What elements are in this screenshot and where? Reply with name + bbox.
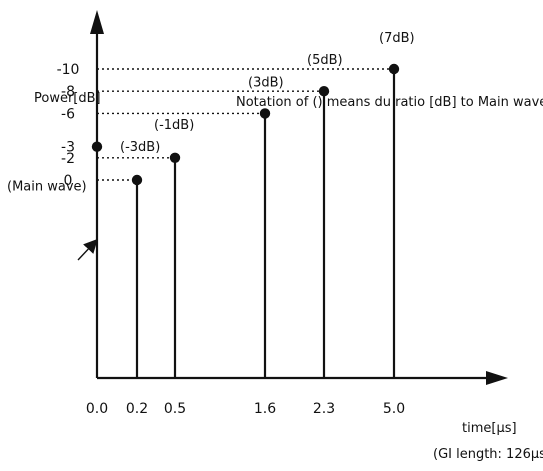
y-tick-label: -6	[61, 106, 75, 122]
data-point	[388, 63, 400, 75]
data-point	[259, 108, 271, 119]
y-axis-label: Power[dB]	[34, 91, 101, 106]
x-tick-label: 2.3	[313, 401, 335, 417]
x-tick-label: 1.6	[254, 401, 276, 417]
y-axis-arrow	[90, 10, 104, 34]
gi-length-note: (GI length: 126μs)	[433, 447, 543, 462]
ratio-label: (-1dB)	[154, 118, 194, 133]
x-tick-label: 0.0	[86, 401, 108, 417]
y-tick-label: -2	[61, 151, 75, 167]
y-tick-label: -10	[57, 62, 80, 78]
notation-note: Notation of () means du ratio [dB] to Ma…	[236, 95, 543, 110]
x-axis-label: time[μs]	[462, 421, 517, 436]
main-wave-label: (Main wave)	[7, 180, 87, 195]
x-axis-arrow	[486, 371, 508, 385]
ratio-label: (3dB)	[248, 75, 284, 90]
data-point	[131, 174, 143, 186]
y-tick-label: -3	[61, 140, 75, 156]
main-wave-pointer	[77, 238, 98, 261]
y-tick-label: 0	[64, 173, 73, 189]
y-tick-label: -8	[61, 84, 75, 100]
ratio-label: (-3dB)	[120, 140, 160, 155]
ratio-label: (5dB)	[307, 53, 343, 68]
x-tick-label: 0.2	[126, 401, 148, 417]
data-point	[318, 86, 330, 97]
data-point	[91, 141, 103, 152]
x-tick-label: 0.5	[164, 401, 186, 417]
data-point	[169, 152, 181, 163]
ratio-label: (7dB)	[379, 31, 415, 46]
x-tick-label: 5.0	[383, 401, 405, 417]
